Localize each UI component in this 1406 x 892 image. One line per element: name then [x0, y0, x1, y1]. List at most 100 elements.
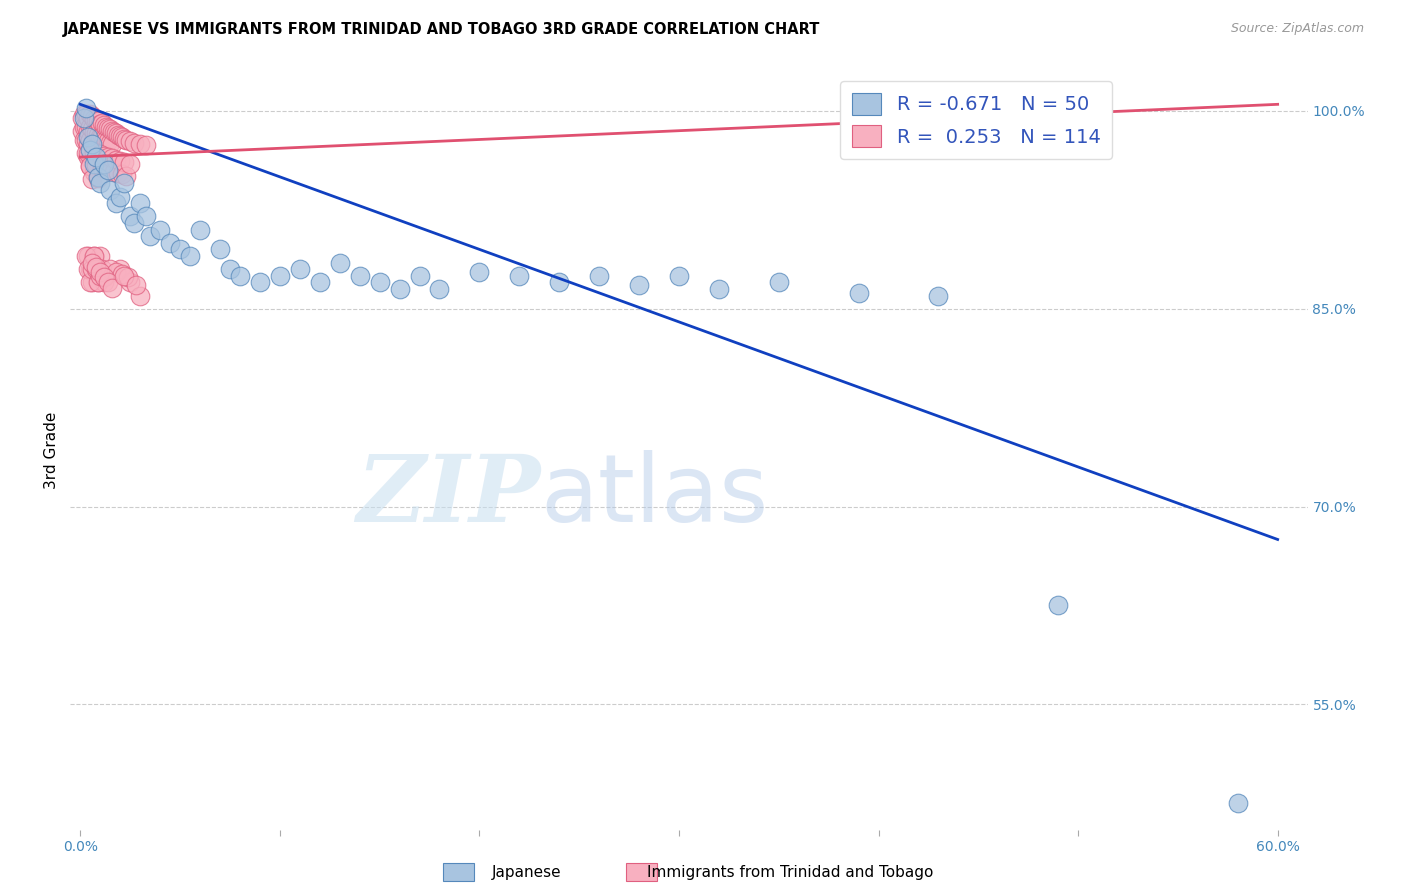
Point — [83, 138, 105, 153]
Point — [120, 134, 142, 148]
Point — [129, 196, 152, 211]
Point — [87, 276, 110, 290]
Point — [107, 128, 129, 142]
Point — [84, 262, 107, 277]
Point — [848, 285, 870, 300]
Point — [135, 138, 157, 153]
Point — [103, 164, 125, 178]
Point — [87, 169, 110, 184]
Text: ZIP: ZIP — [356, 451, 540, 541]
Point — [122, 136, 145, 150]
Point — [89, 147, 111, 161]
Point — [84, 262, 107, 277]
Point — [83, 125, 105, 139]
Point — [115, 169, 138, 183]
Point — [84, 260, 107, 274]
Point — [388, 282, 411, 296]
Point — [97, 276, 120, 290]
Point — [87, 141, 110, 155]
Point — [112, 177, 135, 191]
Point — [97, 150, 120, 164]
Point — [87, 114, 110, 128]
Point — [84, 150, 107, 164]
Point — [548, 276, 571, 290]
Point — [83, 249, 105, 263]
Point — [75, 101, 97, 115]
Point — [75, 133, 97, 147]
Point — [89, 177, 111, 191]
Point — [72, 124, 94, 138]
Point — [72, 111, 94, 125]
Point — [97, 163, 120, 178]
Point — [120, 276, 142, 290]
Point — [87, 276, 110, 290]
Point — [77, 150, 100, 164]
Point — [91, 262, 114, 277]
Point — [105, 126, 128, 140]
Point — [73, 120, 96, 134]
Point — [93, 156, 115, 170]
Point — [120, 156, 142, 170]
Point — [93, 149, 115, 163]
Point — [588, 268, 610, 283]
Point — [93, 276, 115, 290]
Point — [269, 268, 291, 283]
Point — [96, 133, 118, 147]
Point — [98, 136, 121, 150]
Point — [79, 159, 101, 173]
Point — [111, 268, 134, 282]
Point — [308, 276, 330, 290]
Point — [219, 262, 242, 277]
Point — [89, 130, 111, 145]
Point — [108, 262, 131, 277]
Point — [79, 262, 101, 277]
Point — [82, 109, 104, 123]
Point — [329, 255, 352, 269]
Point — [79, 106, 101, 120]
Point — [91, 128, 114, 143]
Point — [768, 276, 790, 290]
Point — [79, 144, 101, 158]
Point — [93, 131, 115, 145]
Point — [83, 156, 105, 170]
Point — [229, 268, 252, 283]
Point — [108, 128, 131, 143]
Point — [98, 262, 121, 277]
Point — [208, 243, 231, 257]
Point — [77, 146, 100, 161]
Point — [84, 158, 107, 172]
Point — [101, 152, 124, 166]
Point — [89, 268, 111, 283]
Point — [89, 249, 111, 263]
Point — [89, 117, 111, 131]
Point — [89, 144, 111, 158]
Point — [129, 136, 152, 151]
Point — [105, 196, 128, 211]
Point — [77, 111, 100, 125]
Point — [84, 113, 107, 128]
Point — [98, 122, 121, 136]
Point — [83, 112, 105, 126]
Text: Source: ZipAtlas.com: Source: ZipAtlas.com — [1230, 22, 1364, 36]
Point — [101, 124, 124, 138]
Point — [79, 133, 101, 147]
Point — [84, 139, 107, 153]
Point — [112, 155, 135, 169]
Point — [668, 268, 690, 283]
Point — [111, 167, 134, 181]
Point — [508, 268, 530, 283]
Point — [108, 154, 131, 169]
Point — [108, 189, 131, 203]
Point — [707, 282, 730, 296]
Text: JAPANESE VS IMMIGRANTS FROM TRINIDAD AND TOBAGO 3RD GRADE CORRELATION CHART: JAPANESE VS IMMIGRANTS FROM TRINIDAD AND… — [63, 22, 821, 37]
Point — [105, 265, 128, 279]
Point — [82, 172, 104, 186]
Point — [103, 125, 125, 139]
Point — [73, 106, 96, 120]
Point — [77, 130, 100, 145]
Point — [288, 262, 311, 277]
Point — [77, 124, 100, 138]
Point — [101, 280, 124, 294]
Point — [82, 262, 104, 277]
Text: Immigrants from Trinidad and Tobago: Immigrants from Trinidad and Tobago — [647, 865, 934, 880]
